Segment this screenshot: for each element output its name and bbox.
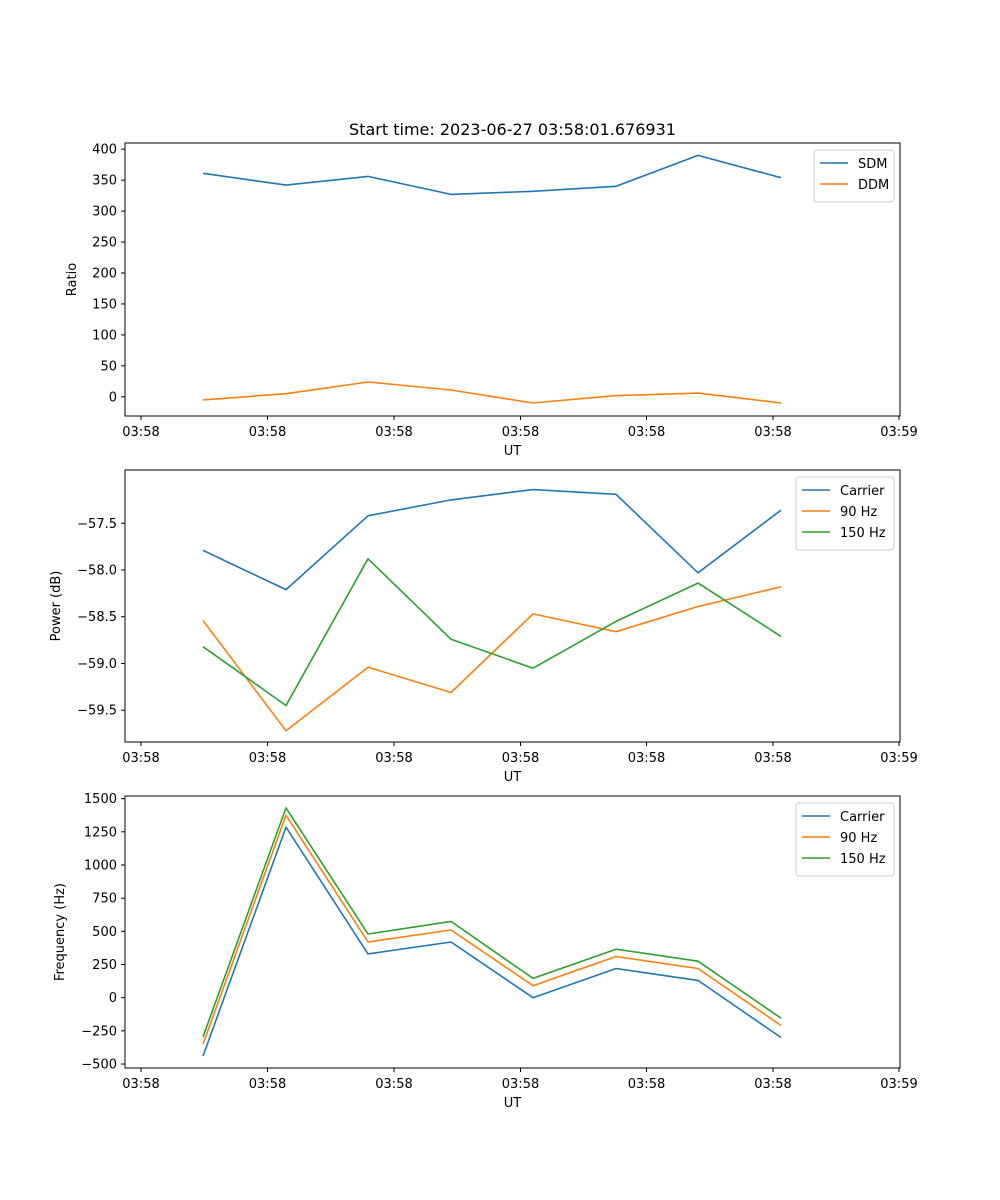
x-tick-label: 03:59 [880,1077,917,1092]
legend-label: 90 Hz [840,505,877,520]
legend-label: 150 Hz [840,852,886,867]
y-tick-label: 1000 [84,858,117,873]
y-tick-label: 400 [92,143,117,158]
x-tick-label: 03:58 [754,751,791,766]
y-tick-label: −59.5 [77,704,117,719]
y-tick-label: 350 [92,174,117,189]
x-tick-label: 03:58 [375,425,412,440]
y-tick-label: −57.5 [77,517,117,532]
legend-label: Carrier [840,810,885,825]
y-tick-label: 0 [109,991,117,1006]
y-tick-label: −500 [81,1058,117,1073]
legend: Carrier 90 Hz 150 Hz [795,802,895,877]
x-tick-label: 03:58 [249,425,286,440]
panel-2: 03:58 03:58 03:58 03:58 03:58 03:58 03:59 UT −59… [49,469,918,785]
x-tick-label: 03:58 [122,425,159,440]
x-tick-label: 03:58 [122,1077,159,1092]
x-tick-label: 03:58 [628,1077,665,1092]
legend-label: DDM [858,178,889,193]
axes-frame [124,469,901,743]
x-tick-label: 03:58 [754,1077,791,1092]
x-tick-label: 03:58 [122,751,159,766]
legend-label: Carrier [840,484,885,499]
y-tick-label: 250 [92,958,117,973]
x-tick-label: 03:58 [375,1077,412,1092]
legend: Carrier 90 Hz 150 Hz [795,476,895,551]
series-line-ddm [202,381,782,404]
legend-label: 150 Hz [840,526,886,541]
x-tick-label: 03:58 [628,425,665,440]
x-tick-label: 03:58 [754,425,791,440]
series-line-carrier [202,488,782,591]
y-tick-label: −58.0 [77,564,117,579]
y-tick-label: 200 [92,267,117,282]
y-tick-label: 250 [92,236,117,251]
axes-frame [124,142,901,417]
x-tick-label: 03:58 [502,1077,539,1092]
y-tick-label: 1500 [84,792,117,807]
x-tick-label: 03:58 [502,751,539,766]
y-tick-label: 150 [92,297,117,312]
y-tick-label: 100 [92,328,117,343]
legend-label: SDM [858,157,887,172]
series-line-150-hz [202,557,782,707]
y-axis-label: Ratio [65,263,80,296]
x-tick-label: 03:59 [880,425,917,440]
legend-label: 90 Hz [840,831,877,846]
x-axis-label: UT [504,770,522,785]
x-tick-label: 03:59 [880,751,917,766]
x-tick-label: 03:58 [375,751,412,766]
y-tick-label: 750 [92,892,117,907]
y-tick-label: −59.0 [77,657,117,672]
y-axis-label: Frequency (Hz) [53,883,68,981]
y-tick-label: 1250 [84,825,117,840]
y-tick-label: −58.5 [77,610,117,625]
y-tick-label: 300 [92,205,117,220]
series-line-carrier [202,826,782,1057]
y-tick-label: 500 [92,925,117,940]
panel-3: 03:58 03:58 03:58 03:58 03:58 03:58 03:59 UT −50… [53,792,918,1111]
legend: SDM DDM [813,149,895,203]
series-line-90-hz [202,814,782,1045]
x-tick-label: 03:58 [628,751,665,766]
series-line-sdm [202,154,782,196]
panel-1: Start time: 2023-06-27 03:58:01.67693103… [65,120,918,459]
y-tick-label: −250 [81,1024,117,1039]
series-line-90-hz [202,586,782,732]
x-tick-label: 03:58 [249,1077,286,1092]
y-tick-label: 50 [100,359,117,374]
x-axis-label: UT [504,444,522,459]
x-tick-label: 03:58 [502,425,539,440]
series-line-150-hz [202,807,782,1038]
chart-title: Start time: 2023-06-27 03:58:01.676931 [349,120,676,139]
x-tick-label: 03:58 [249,751,286,766]
y-axis-label: Power (dB) [49,571,64,642]
x-axis-label: UT [504,1096,522,1111]
axes-frame [124,795,901,1069]
y-tick-label: 0 [109,390,117,405]
